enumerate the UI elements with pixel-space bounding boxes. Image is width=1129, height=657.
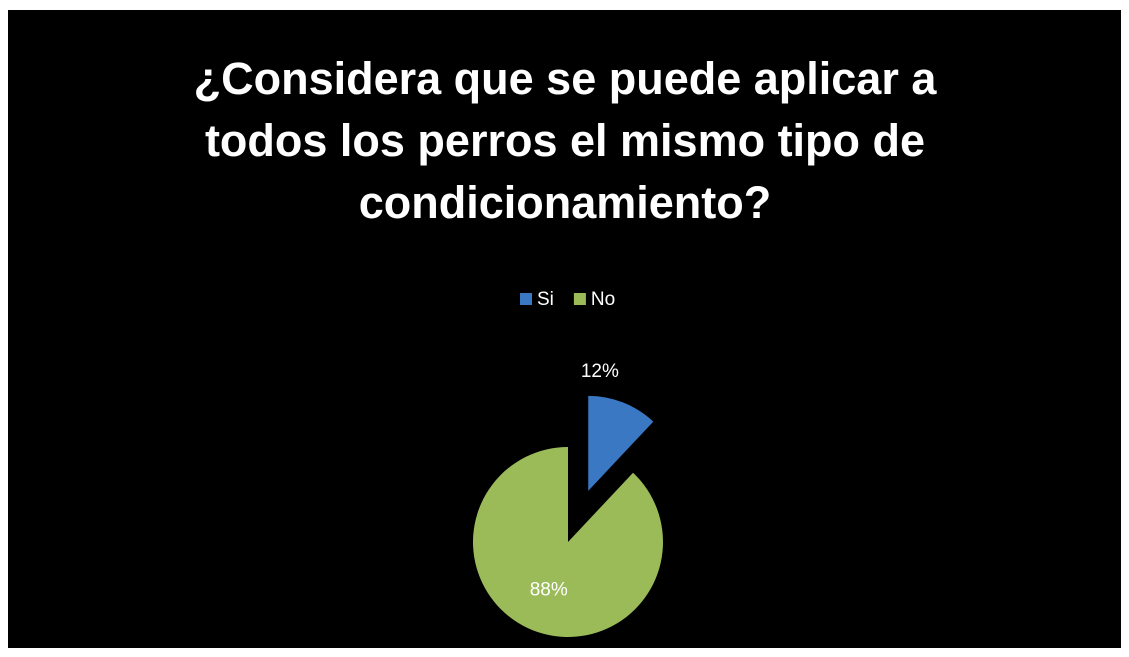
- pie-slice: [473, 447, 663, 637]
- chart-title: ¿Considera que se puede aplicar a todos …: [193, 53, 937, 228]
- pie-slice: [588, 395, 654, 491]
- legend-swatch: [520, 293, 532, 305]
- legend-label: No: [591, 289, 615, 310]
- legend-label: Si: [537, 289, 554, 310]
- data-label: 88%: [530, 580, 568, 601]
- data-label: 12%: [581, 361, 619, 382]
- legend-swatch: [573, 293, 586, 305]
